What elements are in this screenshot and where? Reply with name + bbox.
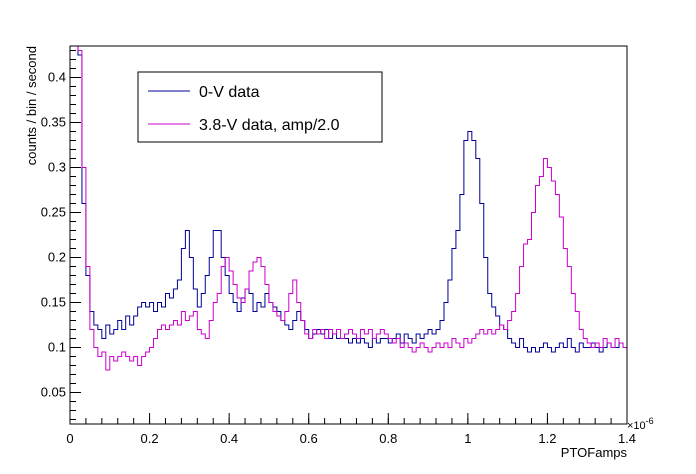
x-axis-exponent: ×10-6 — [627, 416, 654, 432]
y-tick-label: 0.4 — [48, 70, 66, 85]
plot-frame — [69, 45, 628, 425]
plot-area — [69, 45, 628, 425]
series-line-0 — [70, 46, 627, 353]
y-tick-label: 0.25 — [41, 205, 66, 220]
x-tick-label: 1 — [464, 431, 471, 446]
x-tick-label: 0.2 — [141, 431, 159, 446]
legend-label-3v8: 3.8-V data, amp/2.0 — [199, 117, 340, 134]
x-tick-label: 0.8 — [379, 431, 397, 446]
x-tick-label: 1.4 — [618, 431, 636, 446]
x-exponent-base: ×10 — [627, 420, 646, 432]
legend-label-0v: 0-V data — [199, 84, 260, 101]
x-tick-label: 0.4 — [220, 431, 238, 446]
legend-box — [137, 71, 383, 143]
y-axis-label: counts / bin / second — [24, 46, 39, 165]
y-tick-label: 0.2 — [48, 250, 66, 265]
series-line-1 — [70, 46, 627, 371]
x-tick-label: 0.6 — [300, 431, 318, 446]
x-tick-label: 0 — [66, 431, 73, 446]
y-tick-label: 0.05 — [41, 385, 66, 400]
y-tick-label: 0.1 — [48, 340, 66, 355]
x-axis-label: PTOFamps — [561, 445, 628, 460]
y-tick-label: 0.15 — [41, 295, 66, 310]
legend: 0-V data 3.8-V data, amp/2.0 — [137, 71, 383, 143]
y-tick-label: 0.35 — [41, 115, 66, 130]
x-exponent-power: -6 — [646, 416, 654, 426]
x-tick-label: 1.2 — [538, 431, 556, 446]
y-axis: 0.05 0.1 0.15 0.2 0.25 0.3 0.35 0.4 — [41, 50, 81, 420]
y-tick-label: 0.3 — [48, 160, 66, 175]
series-layer — [70, 46, 627, 371]
